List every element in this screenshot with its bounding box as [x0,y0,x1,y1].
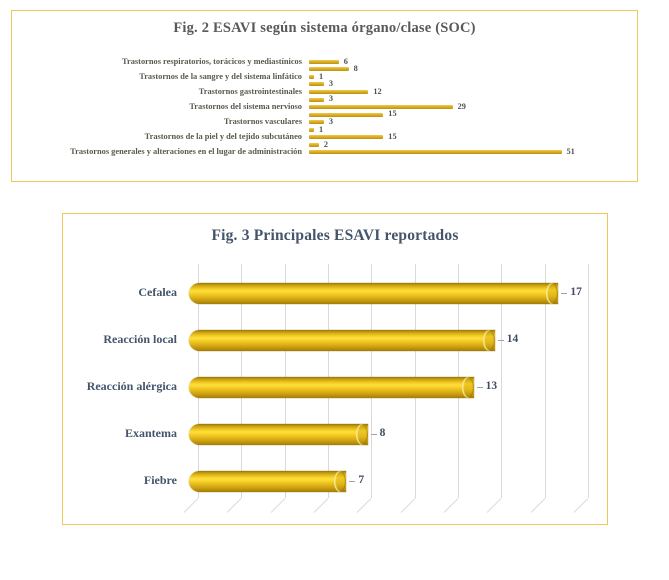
value-label: 15 [388,109,397,119]
bar-row: 8 [12,64,637,74]
value-label-group: 17 [561,286,582,300]
category-label: Trastornos vasculares [223,116,302,126]
bar [309,105,453,110]
gridline [588,264,590,498]
cylinder-bar [189,329,495,351]
bar-row: 3 [12,94,637,104]
gridline-foot [573,497,589,513]
gridline-foot [443,497,459,513]
bar [309,97,324,102]
fig2-title: Fig. 2 ESAVI según sistema órgano/clase … [173,20,476,36]
gridline-foot [400,497,416,513]
category-label: Trastornos de la sangre y del sistema li… [139,71,302,81]
category-label: Trastornos generales y alteraciones en e… [70,147,302,157]
value-label: 3 [328,94,334,104]
value-label: 1 [319,124,324,134]
leader-dash [497,339,504,341]
bar [309,120,324,125]
leader-dash [476,386,483,388]
value-label-group: 7 [349,474,364,488]
leader-dash [561,292,568,294]
bar [309,135,384,140]
value-label: 6 [343,56,348,66]
gridline-foot [183,497,199,513]
value-label-group: 8 [370,427,386,441]
value-label: 1 [319,71,324,81]
gridline-foot [486,497,502,513]
fig3-plot: Cefalea 17 Reacción local 14 Reacción alérgi… [63,214,607,524]
bar [309,67,349,72]
cylinder-bar [189,376,474,398]
bar-row: Trastornos gastrointestinales 12 [12,86,637,96]
bar-row: 1 [12,124,637,134]
cylinder-bar [189,470,347,492]
bar-row: 3 [12,79,637,89]
value-label: 3 [328,117,334,126]
bar [309,150,562,155]
value-label: 29 [457,101,466,111]
category-label: Fiebre [143,473,177,487]
value-label: 15 [388,132,397,142]
category-label: Trastornos respiratorios, torácicos y me… [122,56,302,66]
cylinder-cap [461,376,474,398]
category-label: Trastornos del sistema nervioso [189,101,302,111]
value-label: 8 [379,427,386,440]
bar [309,74,314,79]
gridline-foot [270,497,286,513]
value-label-group: 13 [476,380,498,394]
value-label: 13 [485,380,498,393]
fig3-title: Fig. 3 Principales ESAVI reportados [211,227,459,244]
value-label: 12 [373,86,382,96]
gridline-foot [530,497,546,513]
value-label: 51 [566,147,575,157]
category-label: Reacción alérgica [86,379,177,393]
bar [309,127,314,132]
bar-row: 2 [12,139,637,149]
category-label: Cefalea [138,285,177,299]
bar-row: Trastornos vasculares 3 [12,116,637,126]
bar-row: Trastornos de la piel y del tejido subcu… [12,132,637,142]
gridline-foot [356,497,372,513]
value-label: 2 [323,139,329,149]
category-label: Trastornos de la piel y del tejido subcu… [144,132,302,142]
leader-dash [370,433,377,435]
cylinder-cap [482,329,495,351]
cylinder-bar [189,423,368,445]
bar-row: Trastornos de la sangre y del sistema li… [12,71,637,81]
gridline [501,264,503,498]
bar [309,142,319,147]
cylinder-cap [334,470,347,492]
bar [309,112,384,117]
bar-row: Trastornos generales y alteraciones en e… [12,147,637,157]
bar [309,82,324,87]
fig2-rows: Trastornos respiratorios, torácicos y me… [12,56,637,157]
fig3-frame: Fig. 3 Principales ESAVI reportados Cefa… [62,213,608,525]
value-label: 17 [570,286,582,299]
bar-row: Trastornos respiratorios, torácicos y me… [12,56,637,66]
cylinder-bar [189,282,559,304]
leader-dash [349,480,356,482]
value-label: 3 [328,79,334,89]
gridline [544,264,546,498]
gridline-foot [226,497,242,513]
value-label-group: 14 [497,333,519,347]
gridline-foot [313,497,329,513]
value-label: 14 [506,333,519,346]
bar [309,59,339,64]
bar [309,89,369,94]
fig2-frame: Fig. 2 ESAVI según sistema órgano/clase … [11,10,638,182]
bar-row: 15 [12,109,637,119]
category-label: Trastornos gastrointestinales [198,86,302,96]
cylinder-cap [546,282,559,304]
cylinder-cap [355,423,368,445]
value-label: 7 [358,474,365,487]
category-label: Exantema [125,426,177,440]
bar-row: Trastornos del sistema nervioso 29 [12,101,637,111]
category-label: Reacción local [103,332,177,346]
value-label: 8 [353,64,358,74]
